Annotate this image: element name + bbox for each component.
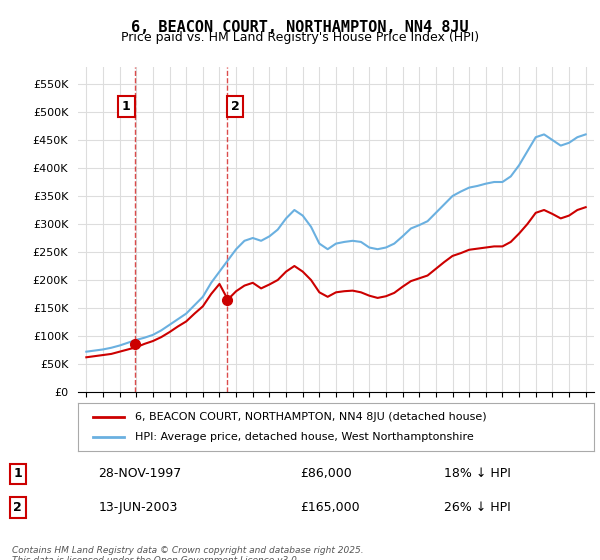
Text: 1: 1 <box>122 100 131 113</box>
Text: 6, BEACON COURT, NORTHAMPTON, NN4 8JU (detached house): 6, BEACON COURT, NORTHAMPTON, NN4 8JU (d… <box>135 412 487 422</box>
Text: Contains HM Land Registry data © Crown copyright and database right 2025.
This d: Contains HM Land Registry data © Crown c… <box>12 546 364 560</box>
Text: Price paid vs. HM Land Registry's House Price Index (HPI): Price paid vs. HM Land Registry's House … <box>121 31 479 44</box>
Text: 2: 2 <box>231 100 239 113</box>
Text: £165,000: £165,000 <box>300 501 359 514</box>
Text: £86,000: £86,000 <box>300 468 352 480</box>
Text: 28-NOV-1997: 28-NOV-1997 <box>98 468 182 480</box>
Text: HPI: Average price, detached house, West Northamptonshire: HPI: Average price, detached house, West… <box>135 432 473 442</box>
Text: 2: 2 <box>13 501 22 514</box>
Text: 1: 1 <box>13 468 22 480</box>
Text: 18% ↓ HPI: 18% ↓ HPI <box>444 468 511 480</box>
Text: 6, BEACON COURT, NORTHAMPTON, NN4 8JU: 6, BEACON COURT, NORTHAMPTON, NN4 8JU <box>131 20 469 35</box>
Text: 13-JUN-2003: 13-JUN-2003 <box>98 501 178 514</box>
Text: 26% ↓ HPI: 26% ↓ HPI <box>444 501 511 514</box>
